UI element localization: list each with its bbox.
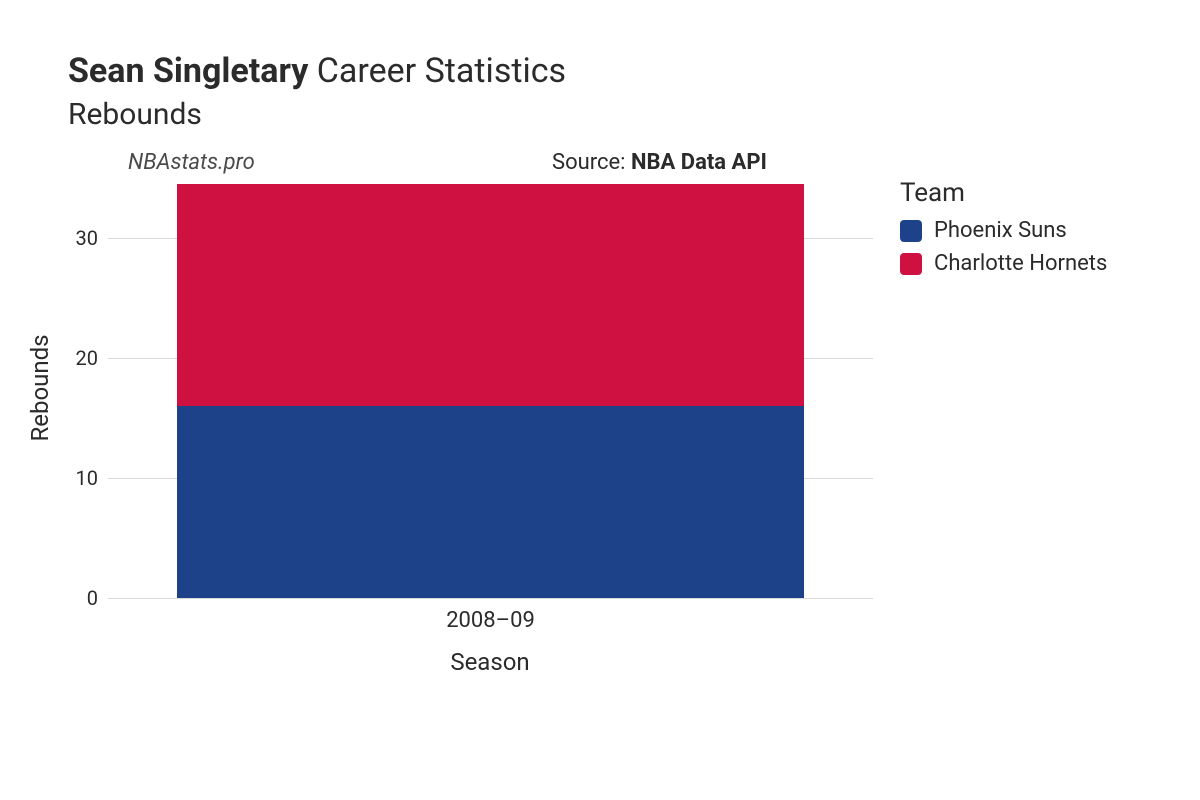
y-axis-label: Rebounds bbox=[26, 334, 54, 441]
bar-segment bbox=[177, 184, 804, 406]
legend-item: Phoenix Suns bbox=[900, 218, 1107, 243]
legend-label: Phoenix Suns bbox=[934, 218, 1067, 243]
x-axis-label: Season bbox=[450, 648, 529, 676]
bar-group bbox=[177, 184, 804, 598]
chart-title: Sean Singletary Career Statistics bbox=[68, 50, 566, 93]
source-prefix: Source: bbox=[552, 150, 631, 175]
bar-segment bbox=[177, 406, 804, 598]
chart-container: Sean Singletary Career Statistics Reboun… bbox=[0, 0, 1200, 800]
x-tick-label: 2008–09 bbox=[446, 598, 535, 633]
source-name: NBA Data API bbox=[631, 150, 767, 175]
legend-label: Charlotte Hornets bbox=[934, 251, 1107, 276]
source-line: Source: NBA Data API bbox=[552, 150, 767, 175]
title-rest: Career Statistics bbox=[308, 51, 566, 91]
y-tick-label: 0 bbox=[87, 586, 108, 610]
legend: Team Phoenix Suns Charlotte Hornets bbox=[900, 178, 1107, 284]
titles-block: Sean Singletary Career Statistics Reboun… bbox=[68, 50, 566, 132]
y-tick-label: 20 bbox=[76, 346, 108, 370]
plot-area: 01020302008–09 bbox=[108, 178, 873, 598]
legend-swatch bbox=[900, 220, 922, 242]
legend-swatch bbox=[900, 253, 922, 275]
watermark-text: NBAstats.pro bbox=[128, 150, 255, 175]
legend-title: Team bbox=[900, 178, 1107, 208]
legend-item: Charlotte Hornets bbox=[900, 251, 1107, 276]
title-player-name: Sean Singletary bbox=[68, 51, 308, 91]
gridline bbox=[108, 598, 873, 599]
y-tick-label: 30 bbox=[76, 226, 108, 250]
chart-subtitle: Rebounds bbox=[68, 97, 566, 132]
y-tick-label: 10 bbox=[76, 466, 108, 490]
